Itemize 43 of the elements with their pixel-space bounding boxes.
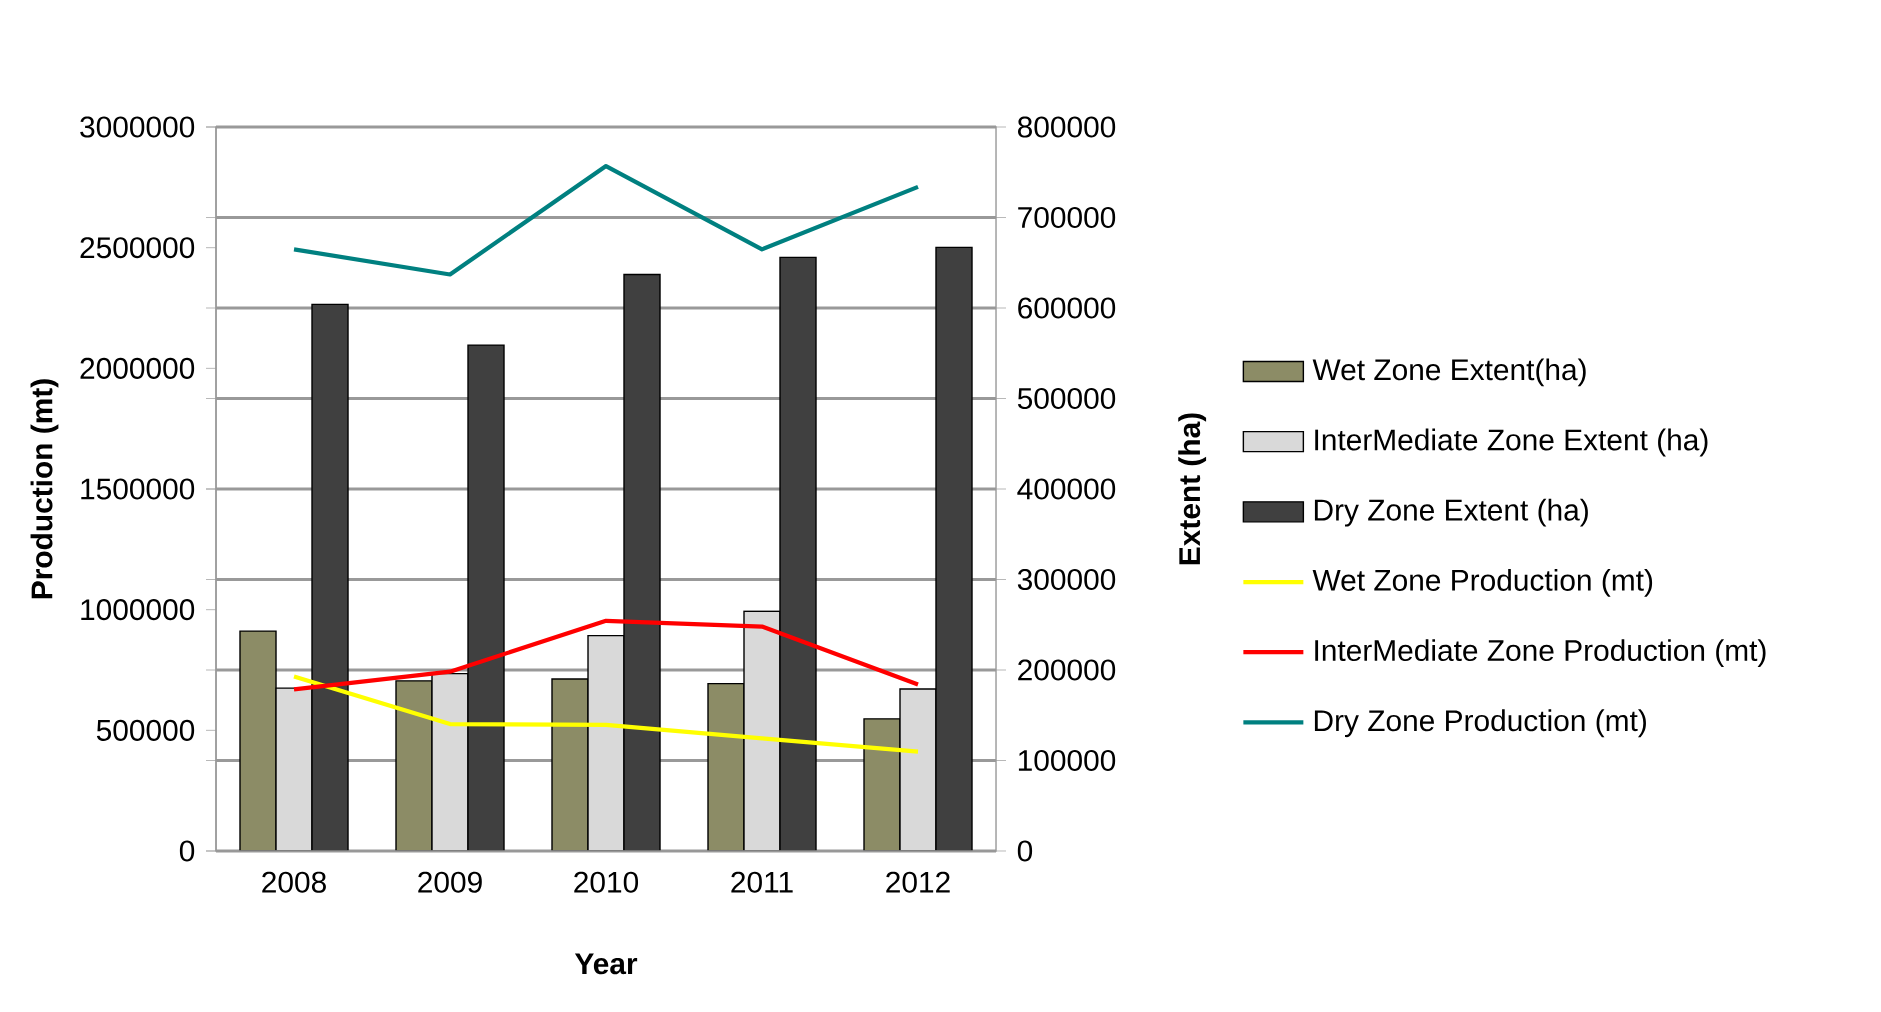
legend-label: Dry Zone Production (mt) (1314, 709, 1646, 738)
legend-label: Dry Zone Extent (ha) (1314, 498, 1588, 527)
x-axis-title: Year (574, 953, 638, 975)
y2-tick-label: 0 (1017, 840, 1033, 862)
bar (863, 718, 901, 851)
y2-tick-label: 300000 (1017, 568, 1116, 591)
bar (395, 680, 433, 851)
x-tick-label: 2012 (886, 871, 950, 893)
y-tick-label: 2500000 (80, 237, 195, 259)
bar (623, 273, 661, 851)
bar (467, 344, 505, 851)
legend-label: Wet Zone Extent(ha) (1312, 358, 1586, 387)
y-tick-label: 500000 (96, 719, 195, 741)
line-series (291, 164, 921, 277)
line-series (291, 618, 921, 692)
y-tick-label: 1500000 (81, 478, 195, 500)
y2-tick-label: 800000 (1017, 116, 1116, 138)
y-axis-title: Production (mt) (30, 379, 59, 599)
x-tick-label: 2010 (574, 871, 639, 893)
y2-tick-label: 400000 (1017, 478, 1116, 500)
y2-axis-title: Extent (ha) (1178, 413, 1207, 565)
legend-label: InterMediate Zone Extent (ha) (1315, 428, 1708, 457)
bar (935, 246, 973, 851)
x-tick-label: 2009 (418, 871, 482, 893)
line-series (291, 674, 921, 754)
y2-tick-label: 100000 (1018, 749, 1116, 772)
y2-tick-label: 500000 (1017, 387, 1116, 410)
x-tick-label: 2011 (731, 871, 793, 893)
x-tick-label: 2008 (262, 871, 326, 893)
bar (779, 256, 817, 851)
y2-tick-label: 600000 (1018, 297, 1116, 319)
bar (239, 630, 277, 851)
y2-tick-label: 700000 (1018, 206, 1116, 229)
bar (707, 682, 745, 851)
legend-label: InterMediate Zone Production (mt) (1315, 639, 1766, 667)
y-tick-label: 0 (179, 840, 195, 862)
bar (311, 303, 349, 851)
y-tick-label: 3000000 (80, 116, 195, 138)
y2-tick-label: 200000 (1018, 659, 1116, 681)
bar (551, 678, 589, 851)
y-tick-label: 2000000 (80, 357, 195, 379)
legend-label: Wet Zone Production (mt) (1312, 568, 1653, 597)
y-tick-label: 1000000 (81, 599, 195, 621)
